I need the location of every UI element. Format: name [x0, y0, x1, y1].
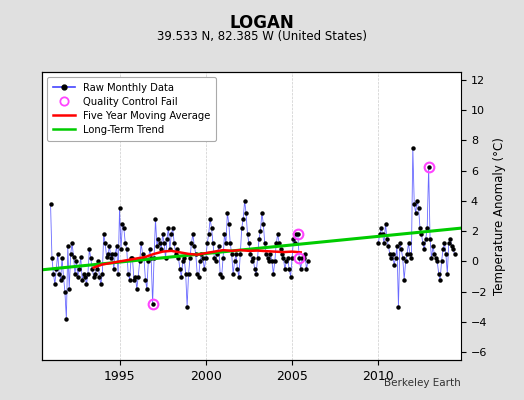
Legend: Raw Monthly Data, Quality Control Fail, Five Year Moving Average, Long-Term Tren: Raw Monthly Data, Quality Control Fail, …: [47, 77, 216, 141]
Text: Berkeley Earth: Berkeley Earth: [385, 378, 461, 388]
Text: 39.533 N, 82.385 W (United States): 39.533 N, 82.385 W (United States): [157, 30, 367, 43]
Text: LOGAN: LOGAN: [230, 14, 294, 32]
Y-axis label: Temperature Anomaly (°C): Temperature Anomaly (°C): [493, 137, 506, 295]
